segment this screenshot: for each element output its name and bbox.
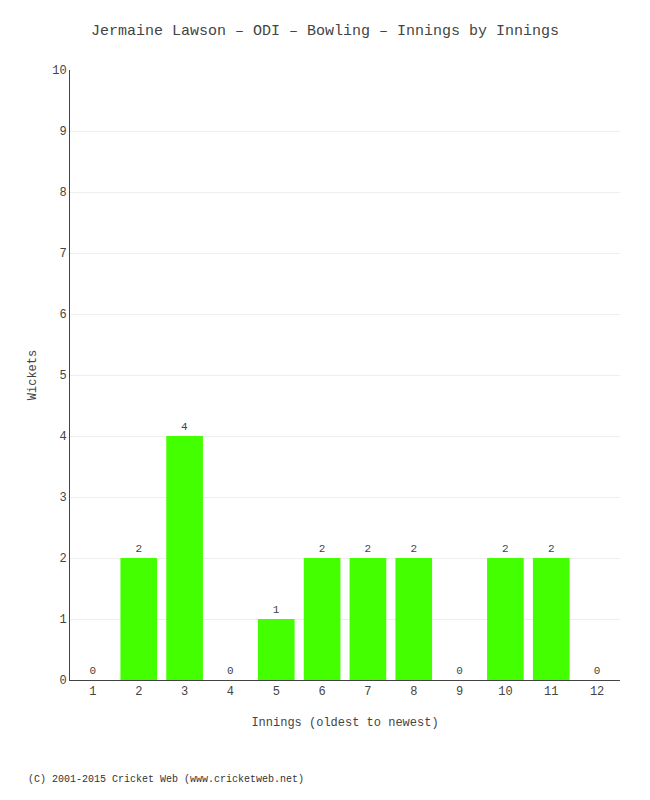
svg-text:9: 9 <box>456 685 463 699</box>
svg-text:Wickets: Wickets <box>26 350 40 400</box>
svg-text:4: 4 <box>181 421 188 433</box>
svg-text:2: 2 <box>135 685 142 699</box>
svg-text:1: 1 <box>89 685 96 699</box>
svg-text:6: 6 <box>59 308 66 322</box>
svg-text:1: 1 <box>273 604 280 616</box>
svg-text:2: 2 <box>410 543 417 555</box>
svg-text:4: 4 <box>227 685 234 699</box>
svg-text:Jermaine Lawson – ODI – Bowlin: Jermaine Lawson – ODI – Bowling – Inning… <box>91 23 559 40</box>
svg-text:0: 0 <box>456 665 463 677</box>
svg-text:0: 0 <box>594 665 601 677</box>
svg-text:2: 2 <box>502 543 509 555</box>
svg-text:8: 8 <box>410 685 417 699</box>
svg-text:3: 3 <box>181 685 188 699</box>
svg-text:2: 2 <box>319 543 326 555</box>
svg-text:11: 11 <box>544 685 558 699</box>
svg-text:8: 8 <box>59 186 66 200</box>
svg-text:2: 2 <box>59 552 66 566</box>
svg-text:9: 9 <box>59 125 66 139</box>
svg-text:0: 0 <box>90 665 97 677</box>
svg-text:12: 12 <box>590 685 604 699</box>
svg-text:(C) 2001-2015 Cricket Web (www: (C) 2001-2015 Cricket Web (www.cricketwe… <box>28 774 304 785</box>
svg-text:5: 5 <box>273 685 280 699</box>
svg-text:7: 7 <box>364 685 371 699</box>
svg-text:Innings (oldest to newest): Innings (oldest to newest) <box>251 716 438 730</box>
svg-text:10: 10 <box>52 64 66 78</box>
svg-text:1: 1 <box>59 613 66 627</box>
svg-text:2: 2 <box>548 543 555 555</box>
svg-text:2: 2 <box>365 543 372 555</box>
svg-text:7: 7 <box>59 247 66 261</box>
svg-text:0: 0 <box>227 665 234 677</box>
svg-text:2: 2 <box>135 543 142 555</box>
svg-text:5: 5 <box>59 369 66 383</box>
svg-text:0: 0 <box>59 674 66 688</box>
svg-text:10: 10 <box>498 685 512 699</box>
svg-text:3: 3 <box>59 491 66 505</box>
svg-text:4: 4 <box>59 430 66 444</box>
svg-text:6: 6 <box>318 685 325 699</box>
